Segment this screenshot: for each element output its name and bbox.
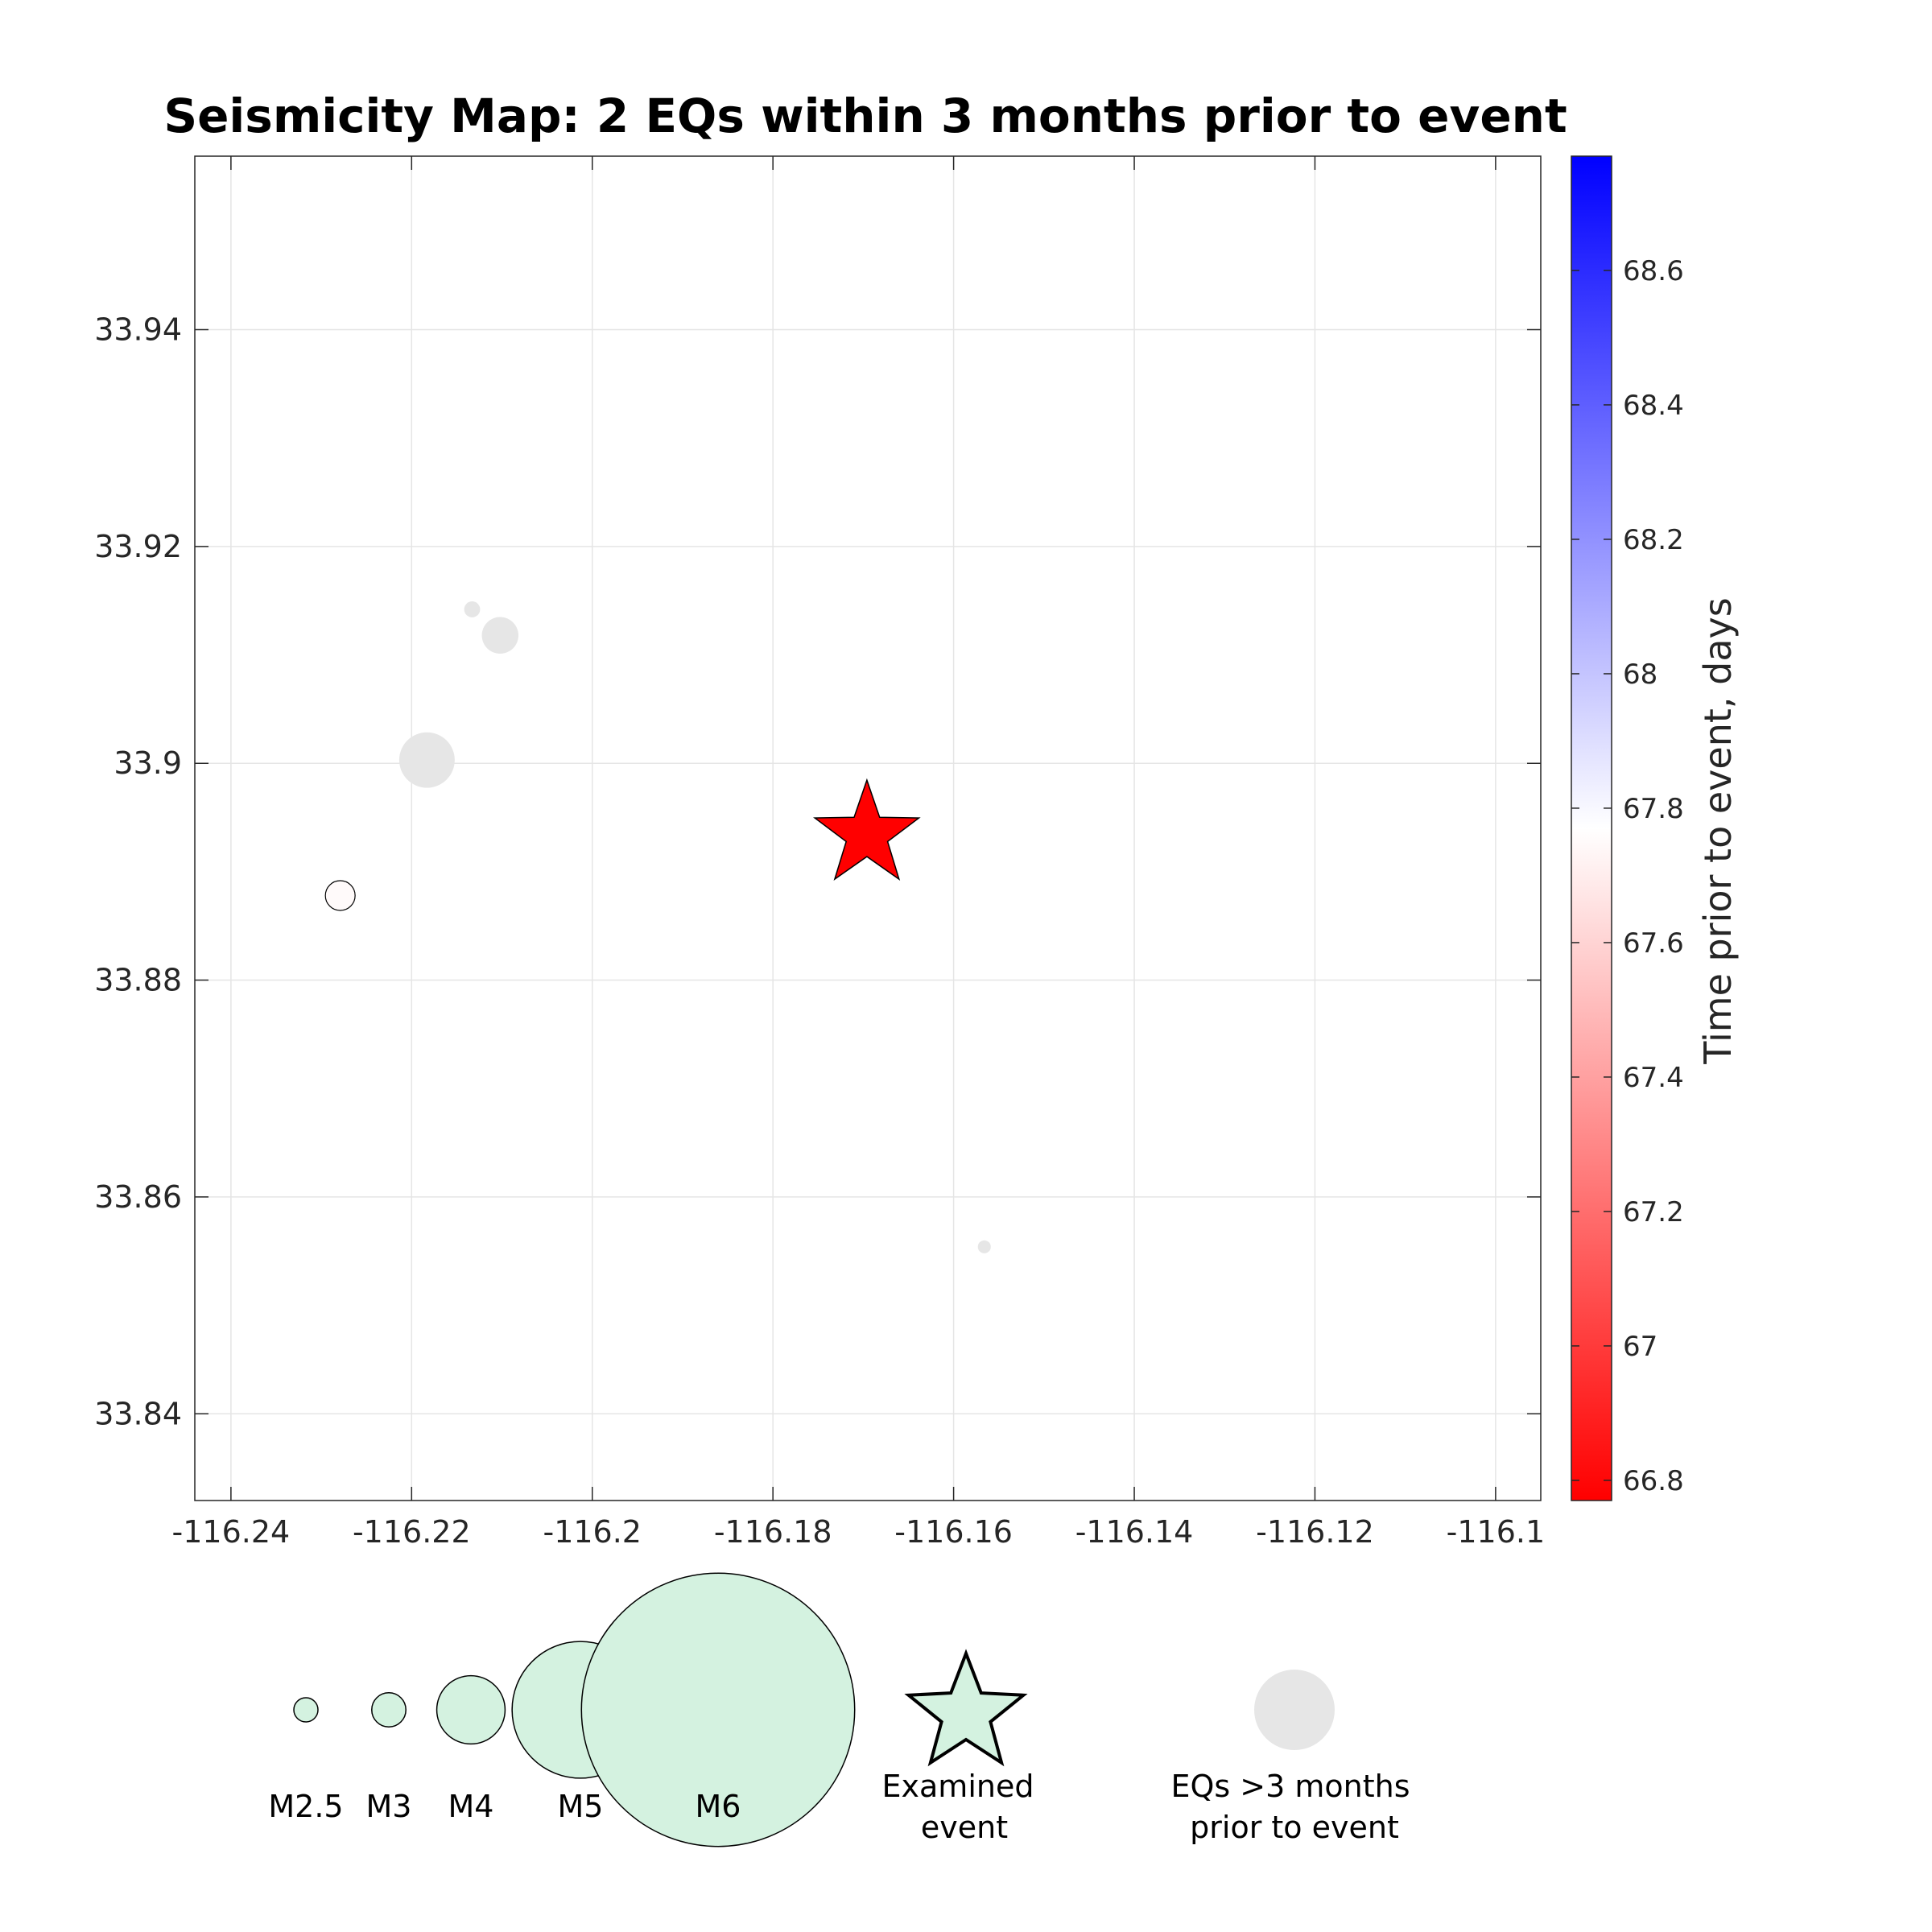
grid-lines (195, 156, 1541, 1501)
older-eqs-label-line2: prior to event (1190, 1810, 1399, 1845)
legend-older-eq-marker (1254, 1670, 1335, 1750)
x-tick-label: -116.18 (714, 1514, 832, 1550)
x-tick-label: -116.16 (894, 1514, 1013, 1550)
colorbar-tick-label: 68.4 (1623, 390, 1684, 422)
older-eq-marker (464, 601, 481, 617)
x-tick-label: -116.2 (543, 1514, 642, 1550)
colorbar-tick-label: 68.6 (1623, 255, 1684, 287)
y-tick-label: 33.86 (94, 1179, 182, 1215)
colorbar-gradient (1571, 156, 1612, 1501)
older-earthquakes (398, 601, 991, 1253)
y-tick-label: 33.9 (114, 745, 182, 781)
legend-star-marker (904, 1649, 1028, 1767)
colorbar-tick-label: 66.8 (1623, 1465, 1684, 1497)
legend-magnitude-label: M6 (696, 1789, 741, 1824)
colorbar-tick-label: 67 (1623, 1331, 1657, 1363)
colorbar-tick-label: 67.8 (1623, 793, 1684, 825)
legend-magnitude-marker (436, 1674, 506, 1745)
map-axes: -116.24 -116.22 -116.2 -116.18 -116.16 -116.1… (94, 155, 1546, 1550)
magnitude-legend: M2.5 M3 M4 M5 M6 (268, 1572, 856, 1847)
colorbar-tick-labels: 66.8 67 67.2 67.4 67.6 67.8 68 68.2 68.4 68.6 (1623, 255, 1684, 1497)
legend-magnitude-label: M3 (366, 1789, 412, 1824)
chart-title: Seismicity Map: 2 EQs within 3 months pr… (163, 89, 1567, 143)
examined-event-layer (813, 778, 921, 881)
legend-magnitude-marker (580, 1572, 856, 1847)
examined-event-label-line1: Examined (882, 1769, 1034, 1804)
colorbar-tick-label: 67.4 (1623, 1062, 1684, 1094)
colorbar-ticks (1571, 270, 1612, 1481)
y-tick-label: 33.88 (94, 963, 182, 998)
legend: M2.5 M3 M4 M5 M6 Examined event EQs >3 month… (268, 1572, 1410, 1847)
legend-star-icon (904, 1649, 1028, 1767)
legend-magnitude-label: M4 (448, 1789, 494, 1824)
colorbar-tick-label: 68 (1623, 658, 1657, 691)
x-tick-label: -116.24 (172, 1514, 291, 1550)
legend-magnitude-marker (293, 1697, 319, 1723)
older-eqs-label-line1: EQs >3 months (1170, 1769, 1410, 1804)
examined-event-legend: Examined event (882, 1649, 1034, 1845)
recent-earthquakes (324, 880, 356, 911)
recent-eq-marker (324, 880, 356, 911)
y-tick-label: 33.94 (94, 312, 182, 347)
colorbar-label: Time prior to event, days (1696, 597, 1740, 1064)
x-tick-label: -116.14 (1075, 1514, 1194, 1550)
x-tick-label: -116.12 (1256, 1514, 1374, 1550)
colorbar-tick-label: 68.2 (1623, 524, 1684, 556)
axis-ticks (195, 156, 1541, 1501)
y-tick-labels: 33.84 33.86 33.88 33.9 33.92 33.94 (94, 312, 182, 1431)
examined-event-star (813, 778, 921, 881)
x-tick-labels: -116.24 -116.22 -116.2 -116.18 -116.16 -116.1… (172, 1514, 1546, 1550)
colorbar-tick-label: 67.2 (1623, 1196, 1684, 1228)
older-eq-marker (977, 1240, 991, 1253)
plot-frame (194, 155, 1542, 1501)
legend-magnitude-label: M2.5 (268, 1789, 343, 1824)
examined-event-label-line2: event (921, 1810, 1008, 1845)
legend-magnitude-marker (371, 1692, 407, 1728)
y-tick-label: 33.84 (94, 1396, 182, 1431)
older-eq-marker (481, 617, 519, 654)
y-tick-label: 33.92 (94, 529, 182, 564)
older-eq-marker (398, 732, 455, 788)
x-tick-label: -116.1 (1447, 1514, 1546, 1550)
legend-magnitude-label: M5 (558, 1789, 604, 1824)
older-eqs-legend: EQs >3 months prior to event (1170, 1670, 1410, 1845)
colorbar: 66.8 67 67.2 67.4 67.6 67.8 68 68.2 68.4 68.6 Tim… (1571, 155, 1740, 1501)
colorbar-tick-label: 67.6 (1623, 927, 1684, 960)
colorbar-frame (1571, 155, 1612, 1501)
x-tick-label: -116.22 (353, 1514, 471, 1550)
